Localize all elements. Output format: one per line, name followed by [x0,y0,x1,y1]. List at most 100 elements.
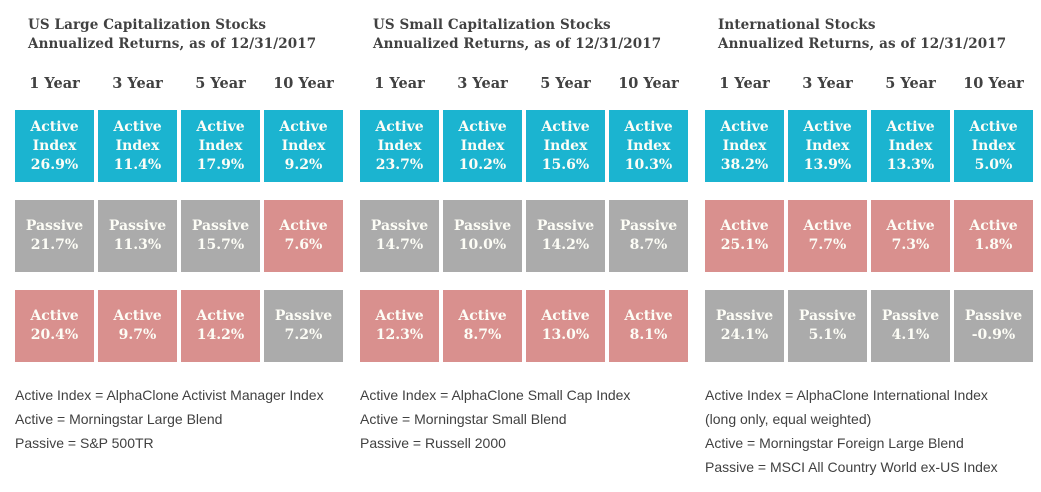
column-header-10-year: 10 Year [273,75,334,92]
cell-value: 7.6% [284,237,323,253]
cell-value: 21.7% [30,237,79,253]
column-header-5-year: 5 Year [540,75,591,92]
cell-label: Active [886,218,935,234]
cell-value: 12.3% [375,327,424,343]
cell-value: 14.2% [541,237,590,253]
cell-label: Passive [536,218,595,234]
column-header-1-year: 1 Year [374,75,425,92]
legend-footnotes: Active Index = AlphaClone Activist Manag… [15,383,343,455]
return-cell: Passive 21.7% [15,200,94,272]
return-cell: Active Index 15.6% [526,110,605,182]
returns-row-rank-2: Passive 14.7% Passive 10.0% Passive 14.2… [360,200,688,272]
return-cell: Passive 5.1% [788,290,867,362]
return-cell: Passive 10.0% [443,200,522,272]
panel-us-small-cap: US Small Capitalization Stocks Annualize… [360,16,688,479]
returns-row-rank-1: Active Index 26.9% Active Index 11.4% Ac… [15,110,343,182]
panel-header: International Stocks Annualized Returns,… [705,16,1033,54]
panel-title: International Stocks [718,17,876,33]
cell-value: 14.7% [375,237,424,253]
return-cell: Active Index 13.9% [788,110,867,182]
return-cell: Passive 14.2% [526,200,605,272]
panel-subtitle: Annualized Returns, as of 12/31/2017 [28,36,317,52]
footnote-line: Active Index = AlphaClone International … [705,387,988,403]
column-header-5-year: 5 Year [195,75,246,92]
column-headers: 1 Year 3 Year 5 Year 10 Year [360,75,688,92]
cell-label: Active [720,218,769,234]
return-cell: Active Index 10.2% [443,110,522,182]
cell-value: 38.2% [720,156,769,173]
footnote-line: Active = Morningstar Foreign Large Blend [705,435,964,451]
footnote-line: Active Index = AlphaClone Activist Manag… [15,387,324,403]
cell-label: Passive [715,308,774,324]
return-cell: Passive 7.2% [264,290,343,362]
return-cell: Active 13.0% [526,290,605,362]
return-cell: Active Index 17.9% [181,110,260,182]
panel-title: US Large Capitalization Stocks [28,17,267,33]
column-headers: 1 Year 3 Year 5 Year 10 Year [705,75,1033,92]
return-cell: Active 8.1% [609,290,688,362]
cell-label: Active [196,308,245,324]
cell-label: Active [803,218,852,234]
footnote-line: Passive = S&P 500TR [15,435,154,451]
cell-value: 4.1% [891,327,930,343]
cell-label: Active [624,308,673,324]
cell-value: 17.9% [196,156,245,173]
return-cell: Active 1.8% [954,200,1033,272]
cell-label: Active [113,308,162,324]
cell-value: -0.9% [971,327,1016,343]
column-headers: 1 Year 3 Year 5 Year 10 Year [15,75,343,92]
returns-grid: Active Index 38.2% Active Index 13.9% Ac… [705,110,1033,362]
panel-subtitle: Annualized Returns, as of 12/31/2017 [718,36,1007,52]
cell-label: Active [541,308,590,324]
cell-label: Passive [370,218,429,234]
returns-row-rank-3: Passive 24.1% Passive 5.1% Passive 4.1% … [705,290,1033,362]
column-header-5-year: 5 Year [885,75,936,92]
return-cell: Passive 11.3% [98,200,177,272]
return-cell: Active Index 26.9% [15,110,94,182]
cell-label: Active Index [196,118,245,154]
cell-label: Active [458,308,507,324]
return-cell: Active Index 11.4% [98,110,177,182]
column-header-1-year: 1 Year [29,75,80,92]
cell-value: 23.7% [375,156,424,173]
cell-value: 20.4% [30,327,79,343]
return-cell: Active Index 13.3% [871,110,950,182]
cell-value: 24.1% [720,327,769,343]
cell-label: Active Index [458,118,507,154]
column-header-10-year: 10 Year [963,75,1024,92]
cell-label: Active Index [886,118,935,154]
cell-value: 10.3% [624,156,673,173]
return-cell: Passive 24.1% [705,290,784,362]
cell-value: 5.0% [974,156,1013,173]
cell-value: 1.8% [974,237,1013,253]
returns-comparison-figure: US Large Capitalization Stocks Annualize… [15,16,1033,479]
cell-label: Passive [881,308,940,324]
returns-row-rank-2: Active 25.1% Active 7.7% Active 7.3% Act… [705,200,1033,272]
return-cell: Active 12.3% [360,290,439,362]
panel-us-large-cap: US Large Capitalization Stocks Annualize… [15,16,343,479]
cell-value: 15.6% [541,156,590,173]
footnote-line: Active = Morningstar Large Blend [15,411,223,427]
cell-label: Active [279,218,328,234]
returns-row-rank-3: Active 20.4% Active 9.7% Active 14.2% Pa… [15,290,343,362]
panel-subtitle: Annualized Returns, as of 12/31/2017 [373,36,662,52]
footnote-line: (long only, equal weighted) [705,411,872,427]
cell-value: 5.1% [808,327,847,343]
footnote-line: Passive = MSCI All Country World ex-US I… [705,459,998,475]
panel-header: US Small Capitalization Stocks Annualize… [360,16,688,54]
cell-value: 13.0% [541,327,590,343]
cell-label: Passive [453,218,512,234]
cell-value: 9.2% [284,156,323,173]
column-header-3-year: 3 Year [802,75,853,92]
footnote-line: Active = Morningstar Small Blend [360,411,567,427]
returns-row-rank-1: Active Index 38.2% Active Index 13.9% Ac… [705,110,1033,182]
cell-label: Active Index [624,118,673,154]
return-cell: Active Index 38.2% [705,110,784,182]
legend-footnotes: Active Index = AlphaClone International … [705,383,1033,479]
cell-label: Active Index [375,118,424,154]
return-cell: Active Index 9.2% [264,110,343,182]
returns-grid: Active Index 26.9% Active Index 11.4% Ac… [15,110,343,362]
return-cell: Active 7.3% [871,200,950,272]
return-cell: Active 7.6% [264,200,343,272]
return-cell: Passive 4.1% [871,290,950,362]
